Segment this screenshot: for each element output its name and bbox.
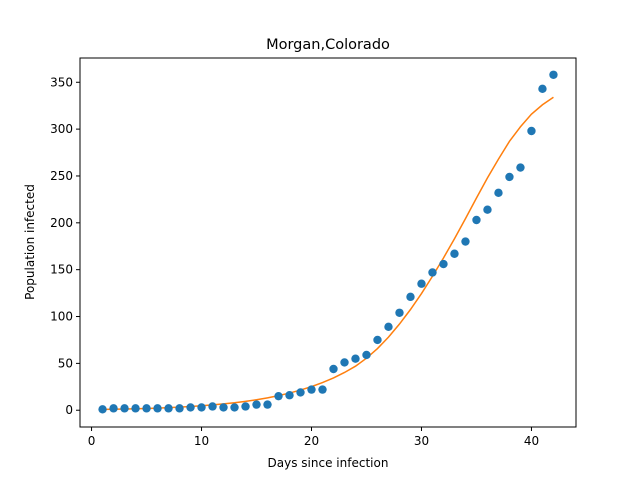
- data-point: [318, 385, 326, 393]
- data-point: [384, 323, 392, 331]
- x-tick-label: 40: [524, 434, 539, 448]
- data-point: [164, 404, 172, 412]
- data-point: [340, 358, 348, 366]
- data-point: [373, 336, 381, 344]
- y-tick-label: 350: [50, 75, 73, 89]
- data-point: [395, 309, 403, 317]
- data-point: [329, 365, 337, 373]
- data-point: [219, 403, 227, 411]
- data-point: [241, 402, 249, 410]
- data-point: [527, 127, 535, 135]
- data-point: [538, 85, 546, 93]
- data-point: [153, 404, 161, 412]
- x-tick-label: 10: [194, 434, 209, 448]
- data-point: [450, 250, 458, 258]
- data-point: [197, 403, 205, 411]
- data-point: [120, 404, 128, 412]
- y-tick-label: 100: [50, 310, 73, 324]
- data-point: [208, 402, 216, 410]
- data-point: [516, 163, 524, 171]
- data-point: [505, 173, 513, 181]
- data-point: [483, 206, 491, 214]
- data-point: [274, 392, 282, 400]
- y-tick-label: 250: [50, 169, 73, 183]
- data-point: [98, 405, 106, 413]
- data-point: [417, 280, 425, 288]
- y-tick-label: 150: [50, 263, 73, 277]
- data-point: [186, 403, 194, 411]
- data-point: [494, 189, 502, 197]
- y-tick-label: 0: [65, 403, 73, 417]
- data-point: [252, 400, 260, 408]
- data-point: [549, 71, 557, 79]
- data-point: [472, 216, 480, 224]
- data-point: [439, 260, 447, 268]
- x-tick-label: 20: [304, 434, 319, 448]
- x-axis-title: Days since infection: [268, 456, 389, 470]
- y-tick-label: 300: [50, 122, 73, 136]
- data-point: [406, 293, 414, 301]
- data-point: [461, 237, 469, 245]
- data-point: [175, 404, 183, 412]
- data-point: [142, 404, 150, 412]
- y-axis-title: Population infected: [23, 184, 37, 300]
- x-tick-label: 30: [414, 434, 429, 448]
- data-point: [307, 385, 315, 393]
- data-point: [428, 268, 436, 276]
- data-point: [131, 404, 139, 412]
- x-tick-label: 0: [88, 434, 96, 448]
- data-point: [230, 403, 238, 411]
- data-point: [285, 391, 293, 399]
- data-point: [263, 400, 271, 408]
- chart-title: Morgan,Colorado: [266, 37, 390, 53]
- data-point: [296, 388, 304, 396]
- data-point: [351, 354, 359, 362]
- y-tick-label: 200: [50, 216, 73, 230]
- data-point: [109, 404, 117, 412]
- data-point: [362, 351, 370, 359]
- y-tick-label: 50: [58, 356, 73, 370]
